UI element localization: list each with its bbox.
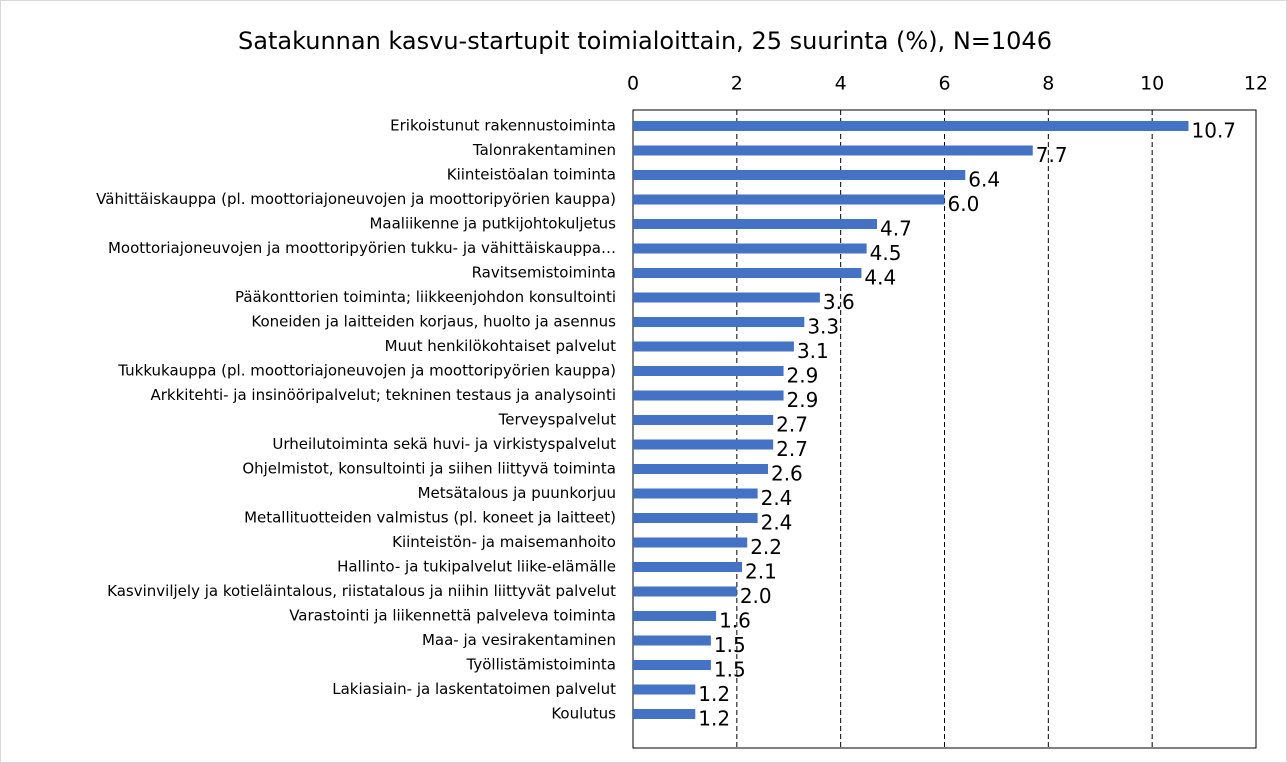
data-label: 2.0	[740, 584, 772, 608]
category-label: Tukkukauppa (pl. moottoriajoneuvojen ja …	[117, 362, 616, 380]
bar	[633, 709, 696, 719]
category-label: Metallituotteiden valmistus (pl. koneet …	[244, 509, 616, 527]
bar	[633, 243, 867, 254]
category-label: Moottoriajoneuvojen ja moottoripyörien t…	[108, 239, 616, 257]
data-label: 2.7	[776, 413, 808, 437]
data-label: 6.0	[948, 192, 980, 216]
bar	[633, 537, 748, 548]
category-label: Metsätalous ja puunkorjuu	[418, 484, 616, 502]
bar	[633, 586, 737, 597]
bar	[633, 219, 878, 229]
bar	[633, 145, 1033, 156]
data-label: 1.5	[714, 658, 746, 682]
category-label: Vähittäiskauppa (pl. moottoriajoneuvojen…	[96, 190, 616, 208]
category-label: Terveyspalvelut	[498, 411, 616, 429]
data-label: 1.2	[698, 682, 730, 706]
x-tick-label: 10	[1140, 73, 1164, 95]
data-label: 3.3	[807, 315, 839, 339]
category-label: Ohjelmistot, konsultointi ja siihen liit…	[242, 460, 616, 478]
bar	[633, 341, 794, 352]
x-tick-label: 12	[1244, 73, 1268, 95]
data-label: 2.1	[745, 560, 777, 584]
data-label: 4.5	[870, 241, 902, 265]
data-label: 2.4	[761, 486, 793, 510]
data-label: 10.7	[1192, 119, 1237, 143]
bar	[633, 121, 1189, 131]
data-label: 2.2	[750, 535, 782, 559]
data-label: 2.9	[787, 388, 819, 412]
x-tick-label: 2	[731, 73, 743, 95]
category-label: Maaliikenne ja putkijohtokuljetus	[369, 215, 616, 233]
data-label: 1.5	[714, 633, 746, 657]
bar	[633, 562, 743, 572]
bar	[633, 170, 966, 180]
bar	[633, 635, 711, 646]
bar	[633, 488, 758, 499]
plot-area	[632, 109, 1257, 749]
category-label: Hallinto- ja tukipalvelut liike-elämälle	[337, 558, 616, 576]
category-label: Maa- ja vesirakentaminen	[422, 631, 616, 649]
data-label: 2.7	[776, 437, 808, 461]
category-label: Pääkonttorien toiminta; liikkeenjohdon k…	[235, 288, 616, 306]
data-label: 2.9	[787, 364, 819, 388]
bar	[633, 439, 774, 450]
category-label: Arkkitehti- ja insinööripalvelut; teknin…	[150, 386, 616, 404]
category-label: Työllistämistoiminta	[466, 656, 616, 674]
bar	[633, 415, 774, 425]
bar	[633, 390, 784, 401]
category-label: Kiinteistöalan toiminta	[447, 166, 616, 184]
category-label: Koulutus	[551, 705, 616, 723]
data-label: 2.4	[761, 511, 793, 535]
bar	[633, 194, 945, 205]
category-label: Lakiasiain- ja laskentatoimen palvelut	[332, 680, 616, 698]
bar	[633, 268, 862, 278]
category-label: Koneiden ja laitteiden korjaus, huolto j…	[251, 313, 616, 331]
bar	[633, 317, 805, 327]
bar	[633, 513, 758, 523]
data-label: 1.2	[698, 707, 730, 731]
data-label: 3.6	[823, 290, 855, 314]
chart-title: Satakunnan kasvu-startupit toimialoittai…	[238, 27, 1052, 55]
data-label: 4.4	[864, 266, 896, 290]
bar	[633, 660, 711, 670]
data-label: 1.6	[719, 609, 751, 633]
category-label: Talonrakentaminen	[472, 141, 616, 159]
category-label: Muut henkilökohtaiset palvelut	[385, 337, 616, 355]
bar	[633, 464, 768, 474]
data-label: 7.7	[1036, 143, 1068, 167]
data-label: 3.1	[797, 339, 829, 363]
data-label: 4.7	[880, 217, 912, 241]
category-label: Ravitsemistoiminta	[472, 264, 616, 282]
bar	[633, 611, 717, 621]
x-tick-label: 0	[627, 73, 639, 95]
data-label: 2.6	[771, 462, 803, 486]
data-label: 6.4	[968, 168, 1000, 192]
category-label: Erikoistunut rakennustoiminta	[390, 117, 616, 135]
bar	[633, 292, 820, 303]
category-label: Varastointi ja liikennettä palveleva toi…	[289, 607, 616, 625]
category-label: Kasvinviljely ja kotieläintalous, riista…	[107, 582, 616, 600]
bar	[633, 684, 696, 695]
x-tick-label: 8	[1042, 73, 1054, 95]
x-tick-label: 6	[938, 73, 950, 95]
bar	[633, 366, 784, 376]
x-tick-label: 4	[835, 73, 847, 95]
category-label: Kiinteistön- ja maisemanhoito	[392, 533, 616, 551]
category-label: Urheilutoiminta sekä huvi- ja virkistysp…	[272, 435, 616, 453]
